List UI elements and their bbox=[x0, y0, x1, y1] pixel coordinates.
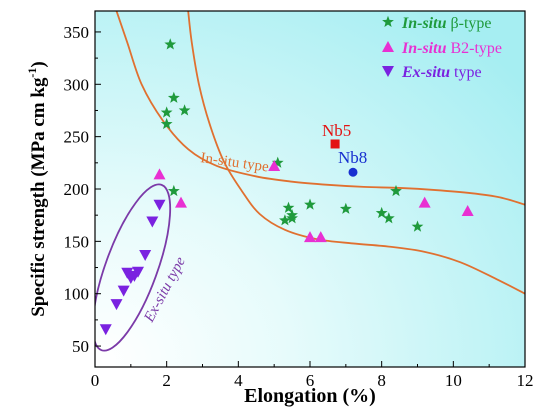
legend-label-1: In-situ B2-type bbox=[401, 40, 502, 57]
series-0-point-0 bbox=[164, 38, 177, 50]
upper-boundary-curve bbox=[115, 11, 525, 206]
exsitu-ellipse bbox=[95, 183, 172, 352]
x-tick-label-2: 4 bbox=[234, 371, 243, 390]
legend-label-0: In-situ β-type bbox=[401, 15, 491, 32]
y-axis-title: Specific strength (MPa cm kg-1) bbox=[25, 61, 49, 317]
series-1-point-0 bbox=[153, 168, 166, 180]
legend-marker-1 bbox=[382, 41, 394, 52]
series-2-point-2 bbox=[117, 285, 130, 297]
series-0-point-1 bbox=[167, 91, 180, 103]
series-2-point-8 bbox=[153, 199, 166, 211]
x-tick-label-0: 0 bbox=[91, 371, 100, 390]
series-0-point-5 bbox=[167, 184, 180, 197]
y-tick-label-6: 350 bbox=[64, 23, 90, 42]
nb5-point bbox=[330, 139, 340, 149]
legend-label-2: Ex-situ type bbox=[401, 64, 482, 81]
y-tick-label-2: 150 bbox=[64, 232, 90, 251]
x-tick-label-1: 2 bbox=[162, 371, 171, 390]
series-0-point-14 bbox=[382, 212, 395, 224]
series-0-point-15 bbox=[390, 184, 402, 197]
series-0-point-2 bbox=[178, 104, 191, 116]
series-0-point-16 bbox=[411, 220, 424, 232]
series-0-point-8 bbox=[279, 214, 291, 226]
y-tick-label-0: 50 bbox=[72, 337, 89, 356]
series-1-point-2 bbox=[268, 159, 281, 171]
y-tick-label-3: 200 bbox=[64, 180, 90, 199]
x-tick-label-3: 6 bbox=[306, 371, 315, 390]
series-1-point-5 bbox=[418, 196, 431, 208]
series-2-point-0 bbox=[99, 324, 112, 336]
nb8-point bbox=[348, 167, 358, 177]
legend-marker-0 bbox=[382, 15, 394, 28]
series-1-point-4 bbox=[314, 231, 327, 243]
lower-boundary-curve bbox=[187, 11, 525, 295]
series-0-point-12 bbox=[339, 202, 352, 214]
nb8-label: Nb8 bbox=[338, 148, 367, 167]
series-0-point-9 bbox=[282, 201, 295, 213]
series-2-point-6 bbox=[139, 249, 152, 261]
y-tick-label-5: 300 bbox=[64, 75, 90, 94]
series-0-point-3 bbox=[160, 106, 173, 118]
x-tick-label-5: 10 bbox=[445, 371, 462, 390]
series-0-point-7 bbox=[304, 198, 316, 210]
x-tick-label-6: 12 bbox=[517, 371, 534, 390]
series-2-point-7 bbox=[146, 216, 159, 228]
y-tick-label-1: 100 bbox=[64, 285, 90, 304]
series-2-point-9 bbox=[128, 270, 141, 282]
x-axis-title: Elongation (%) bbox=[244, 385, 376, 407]
series-1-point-1 bbox=[175, 196, 187, 208]
series-0-point-13 bbox=[375, 206, 388, 219]
series-1-point-6 bbox=[461, 204, 474, 216]
legend: In-situ β-type In-situ B2-type Ex-situ typ… bbox=[382, 15, 502, 81]
series-0-point-6 bbox=[271, 156, 284, 168]
y-tick-label-4: 250 bbox=[64, 128, 90, 147]
x-tick-label-4: 8 bbox=[377, 371, 386, 390]
nb5-label: Nb5 bbox=[322, 121, 351, 140]
series-2-point-1 bbox=[110, 299, 123, 311]
series-1-point-3 bbox=[304, 231, 316, 243]
series-0-point-11 bbox=[286, 212, 298, 224]
legend-marker-2 bbox=[382, 66, 394, 77]
series-0-point-4 bbox=[160, 117, 173, 130]
